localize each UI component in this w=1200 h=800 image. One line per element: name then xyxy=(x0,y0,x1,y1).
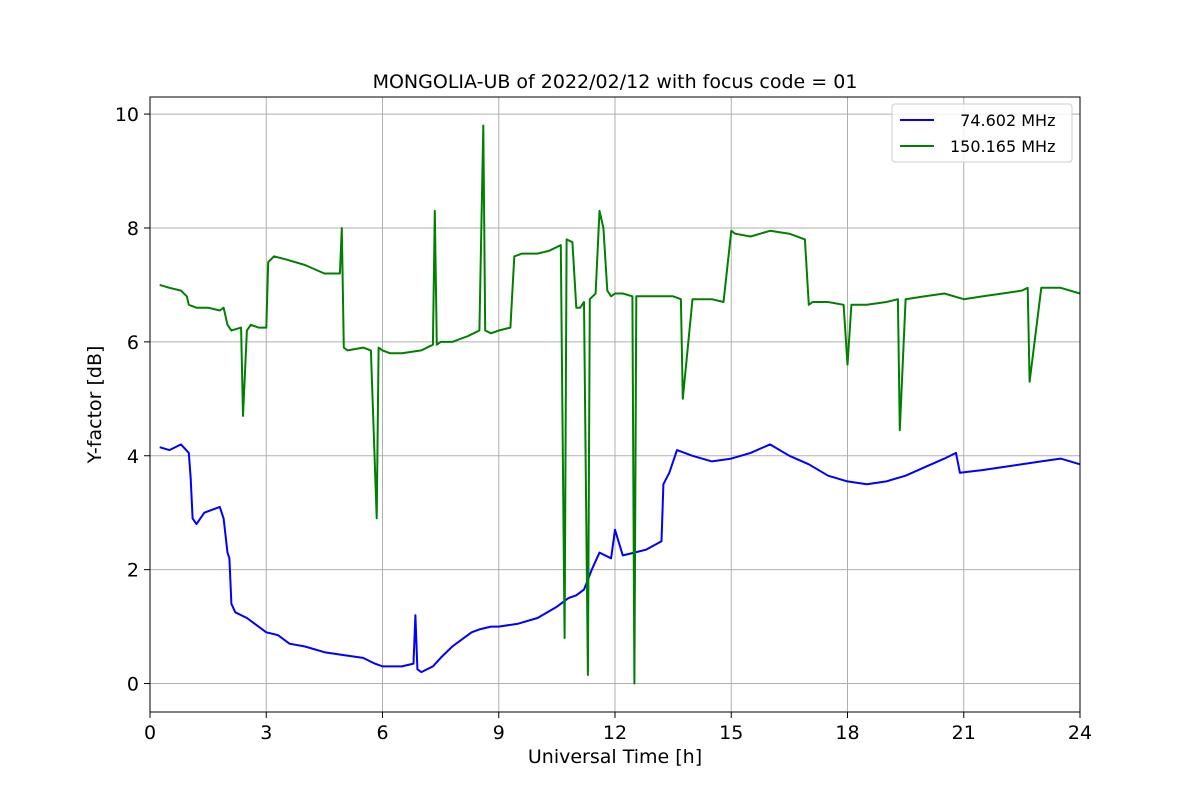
x-tick-label: 21 xyxy=(952,722,976,744)
x-tick-label: 24 xyxy=(1068,722,1092,744)
chart-title: MONGOLIA-UB of 2022/02/12 with focus cod… xyxy=(373,71,858,93)
y-tick-label: 4 xyxy=(127,446,139,468)
x-tick-label: 6 xyxy=(376,722,388,744)
legend-label-0: 74.602 MHz xyxy=(950,111,1055,130)
legend-box xyxy=(891,103,1073,163)
x-tick-label: 0 xyxy=(144,722,156,744)
series-line-1 xyxy=(159,124,1081,685)
y-tick-label: 8 xyxy=(127,218,139,240)
x-axis-label: Universal Time [h] xyxy=(528,746,702,768)
x-tick-label: 12 xyxy=(603,722,627,744)
x-tick-label: 15 xyxy=(719,722,743,744)
y-tick-label: 10 xyxy=(115,104,139,126)
y-axis-label: Y-factor [dB] xyxy=(84,346,106,465)
x-tick-label: 9 xyxy=(493,722,505,744)
legend-label-1: 150.165 MHz xyxy=(950,137,1055,156)
series-layer xyxy=(159,124,1081,685)
series-line-0 xyxy=(159,443,1081,674)
x-tick-label: 18 xyxy=(835,722,859,744)
x-tick-label: 3 xyxy=(260,722,272,744)
y-tick-label: 6 xyxy=(127,332,139,354)
legend: 74.602 MHz 150.165 MHz xyxy=(891,103,1073,163)
y-tick-label: 0 xyxy=(127,674,139,696)
grid xyxy=(149,97,1081,712)
y-tick-label: 2 xyxy=(127,560,139,582)
